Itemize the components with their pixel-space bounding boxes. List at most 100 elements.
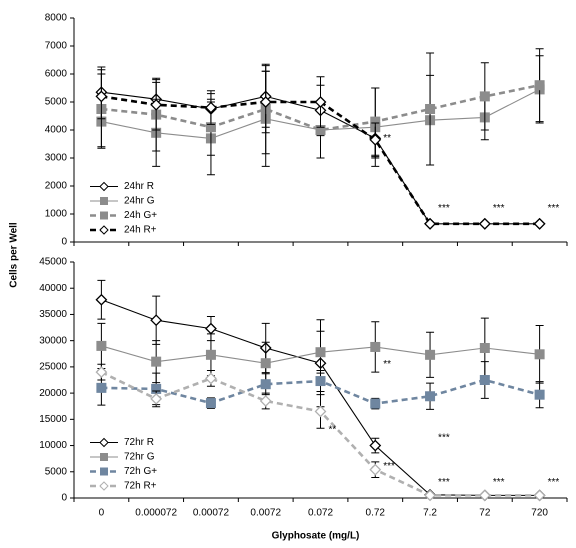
- legend-marker: [99, 225, 109, 235]
- legend-label: 72hr G: [124, 452, 155, 463]
- y-tick-label: 2000: [45, 181, 68, 192]
- y-tick-label: 5000: [45, 466, 68, 477]
- marker: [95, 366, 108, 379]
- marker: [370, 398, 381, 409]
- legend-label: 72h G+: [124, 466, 157, 477]
- annotation: ***: [493, 477, 505, 488]
- y-tick-label: 30000: [39, 335, 67, 346]
- marker: [314, 96, 327, 108]
- annotation: ***: [493, 203, 505, 214]
- legend-marker: [100, 453, 108, 461]
- marker: [260, 379, 271, 390]
- marker: [534, 349, 545, 360]
- marker: [479, 375, 490, 385]
- marker: [95, 293, 108, 306]
- series-line: [101, 83, 540, 132]
- marker: [205, 322, 217, 335]
- x-tick-label: 720: [531, 508, 548, 519]
- marker: [205, 398, 216, 409]
- marker: [96, 382, 107, 393]
- annotation: ***: [438, 203, 450, 214]
- legend-marker: [100, 197, 108, 205]
- annotation: ***: [438, 432, 450, 443]
- y-tick-label: 6000: [45, 69, 68, 80]
- x-axis-label: Glyphosate (mg/L): [272, 531, 360, 542]
- marker: [369, 133, 382, 146]
- legend-label: 24h G+: [124, 210, 157, 221]
- marker: [478, 489, 491, 502]
- marker: [533, 217, 546, 230]
- y-tick-label: 7000: [45, 41, 68, 52]
- legend-label: 24hr R: [124, 181, 154, 192]
- legend-marker: [100, 211, 108, 220]
- marker: [96, 340, 107, 351]
- y-tick-label: 25000: [39, 362, 67, 373]
- x-tick-label: 7.2: [423, 508, 437, 519]
- legend-marker: [100, 467, 108, 476]
- y-tick-label: 0: [61, 493, 67, 504]
- marker: [533, 489, 546, 502]
- y-tick-label: 0: [61, 237, 67, 248]
- marker: [369, 463, 382, 476]
- marker: [150, 98, 163, 111]
- x-tick-label: 0: [99, 508, 105, 519]
- annotation: ***: [438, 477, 450, 488]
- annotation: **: [383, 133, 391, 144]
- marker: [205, 349, 216, 360]
- x-tick-label: 0.72: [366, 508, 386, 519]
- annotation: ***: [383, 461, 395, 472]
- annotation: **: [329, 424, 337, 435]
- marker: [425, 391, 436, 402]
- x-tick-label: 0.000072: [135, 508, 177, 519]
- legend-marker: [99, 181, 109, 192]
- y-tick-label: 3000: [45, 153, 68, 164]
- marker: [259, 395, 272, 407]
- marker: [369, 439, 382, 452]
- marker: [479, 343, 490, 354]
- y-tick-label: 20000: [39, 388, 67, 399]
- marker: [95, 90, 108, 103]
- legend-label: 24hr G: [124, 196, 155, 207]
- marker: [151, 356, 162, 367]
- marker: [259, 96, 272, 108]
- legend-label: 72h R+: [124, 481, 157, 492]
- annotation: ***: [548, 203, 560, 214]
- y-tick-label: 8000: [45, 13, 68, 24]
- y-tick-label: 5000: [45, 97, 68, 108]
- marker: [150, 392, 163, 405]
- legend-label: 24h R+: [124, 225, 157, 236]
- legend-marker: [99, 481, 109, 491]
- marker: [205, 372, 217, 385]
- legend-marker: [99, 437, 109, 448]
- x-tick-label: 0.00072: [193, 508, 230, 519]
- marker: [370, 341, 381, 352]
- x-tick-label: 72: [479, 508, 491, 519]
- legend-label: 72hr R: [124, 437, 154, 448]
- y-tick-label: 4000: [45, 125, 68, 136]
- x-tick-label: 0.072: [308, 508, 333, 519]
- marker: [260, 358, 271, 369]
- marker: [424, 489, 436, 502]
- marker: [425, 349, 436, 360]
- y-tick-label: 45000: [39, 257, 67, 268]
- y-tick-label: 35000: [39, 309, 67, 320]
- y-tick-label: 10000: [39, 440, 67, 451]
- marker: [478, 217, 491, 230]
- marker: [424, 217, 436, 230]
- y-axis-label: Cells per Well: [9, 222, 20, 288]
- annotation: ***: [548, 477, 560, 488]
- marker: [534, 389, 545, 400]
- marker: [205, 101, 217, 114]
- y-tick-label: 1000: [45, 209, 68, 220]
- marker: [425, 104, 436, 114]
- marker: [150, 314, 163, 327]
- y-tick-label: 40000: [39, 283, 67, 294]
- annotation: **: [383, 359, 391, 370]
- marker: [315, 347, 326, 358]
- marker: [315, 376, 326, 387]
- x-tick-label: 0.0072: [250, 508, 281, 519]
- marker: [314, 405, 327, 418]
- marker: [534, 80, 545, 91]
- marker: [479, 91, 490, 102]
